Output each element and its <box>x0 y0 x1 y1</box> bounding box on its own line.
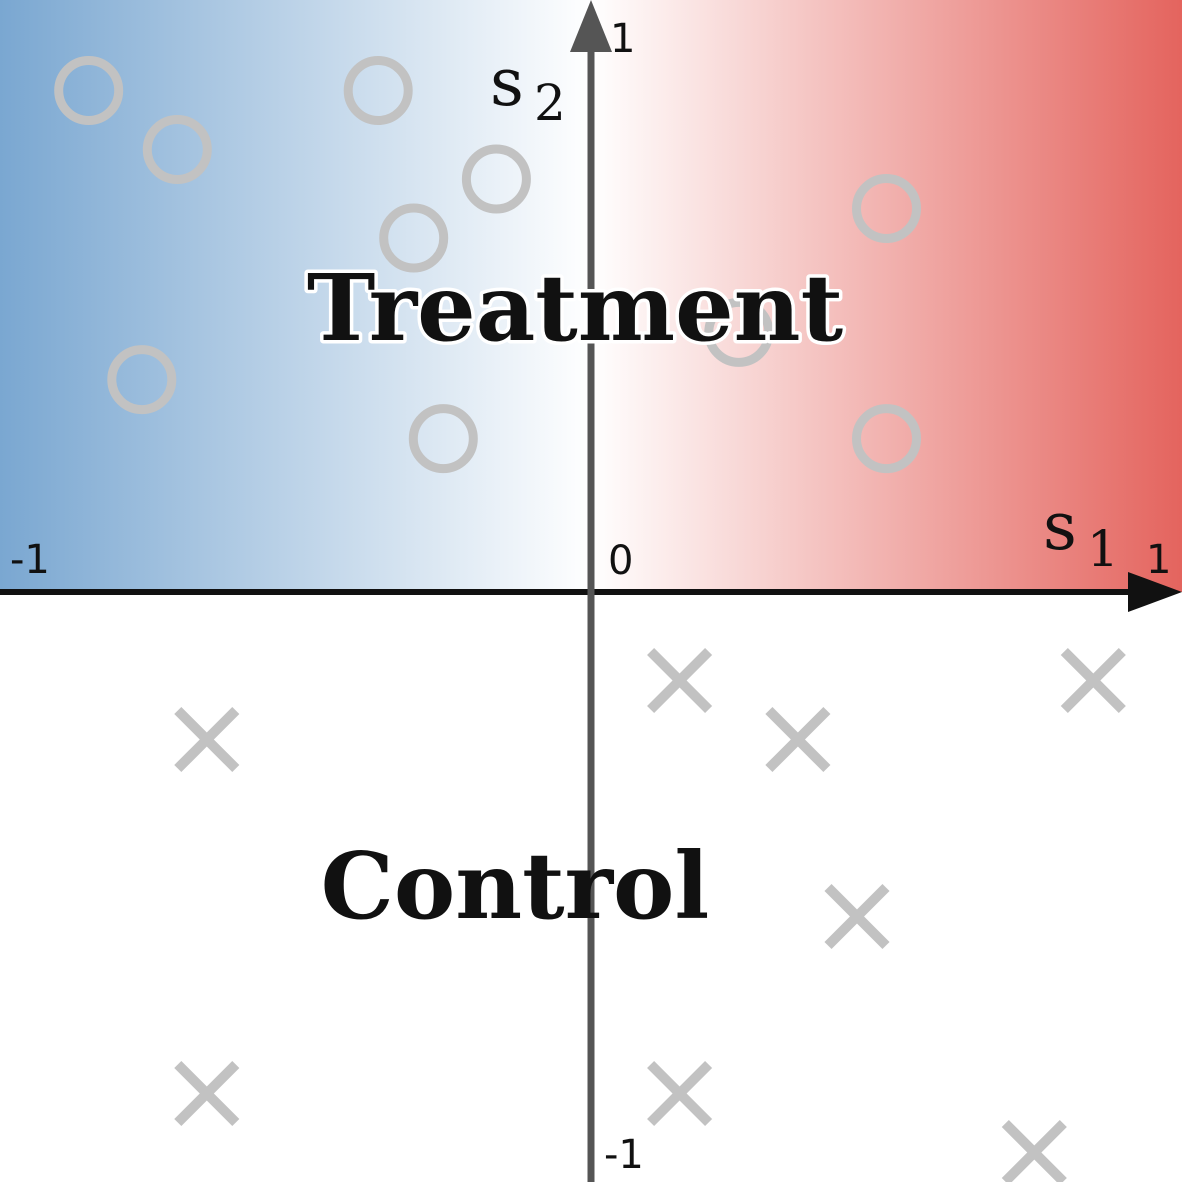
circle-marker <box>852 404 921 474</box>
cross-marker-stroke <box>1060 647 1126 714</box>
circle-marker <box>107 345 177 415</box>
cross-marker <box>765 706 831 773</box>
origin-tick-label: 0 <box>608 538 633 584</box>
circle-marker <box>343 56 413 125</box>
x-axis-subscript: 1 <box>1087 520 1119 578</box>
x-axis-arrowhead <box>1128 572 1182 612</box>
x-tick-label-min: -1 <box>10 537 50 583</box>
cross-marker-stroke <box>174 1060 240 1127</box>
x-axis-name: s <box>1043 488 1077 565</box>
y-tick-label-max: 1 <box>610 16 635 62</box>
y-axis-name: s <box>490 44 524 121</box>
circle-marker <box>408 404 478 474</box>
treatment-label: Treatment <box>307 254 844 362</box>
circle-marker <box>704 297 774 367</box>
cross-marker-stroke <box>824 883 890 950</box>
marker-layer <box>54 56 1126 1182</box>
circle-marker <box>379 203 449 273</box>
cross-marker <box>1060 647 1126 714</box>
cross-marker-stroke <box>647 1060 713 1127</box>
circle-marker <box>142 115 212 184</box>
circle-marker <box>852 174 921 243</box>
control-label: Control <box>321 832 710 940</box>
cross-marker <box>824 883 890 950</box>
cross-marker <box>647 1060 713 1127</box>
circle-marker <box>461 144 531 214</box>
circle-marker <box>54 56 124 125</box>
y-axis-subscript: 2 <box>534 74 566 132</box>
cross-marker-stroke <box>647 647 713 714</box>
x-tick-label-max: 1 <box>1146 537 1171 583</box>
cross-marker-stroke <box>1001 1119 1067 1182</box>
y-tick-label-min: -1 <box>604 1132 644 1178</box>
cross-marker <box>174 706 240 773</box>
cross-marker-stroke <box>765 706 831 773</box>
cross-marker <box>174 1060 240 1127</box>
cross-marker-stroke <box>174 706 240 773</box>
y-axis-arrowhead <box>570 0 612 52</box>
cross-marker <box>647 647 713 714</box>
cross-marker <box>1001 1119 1067 1182</box>
